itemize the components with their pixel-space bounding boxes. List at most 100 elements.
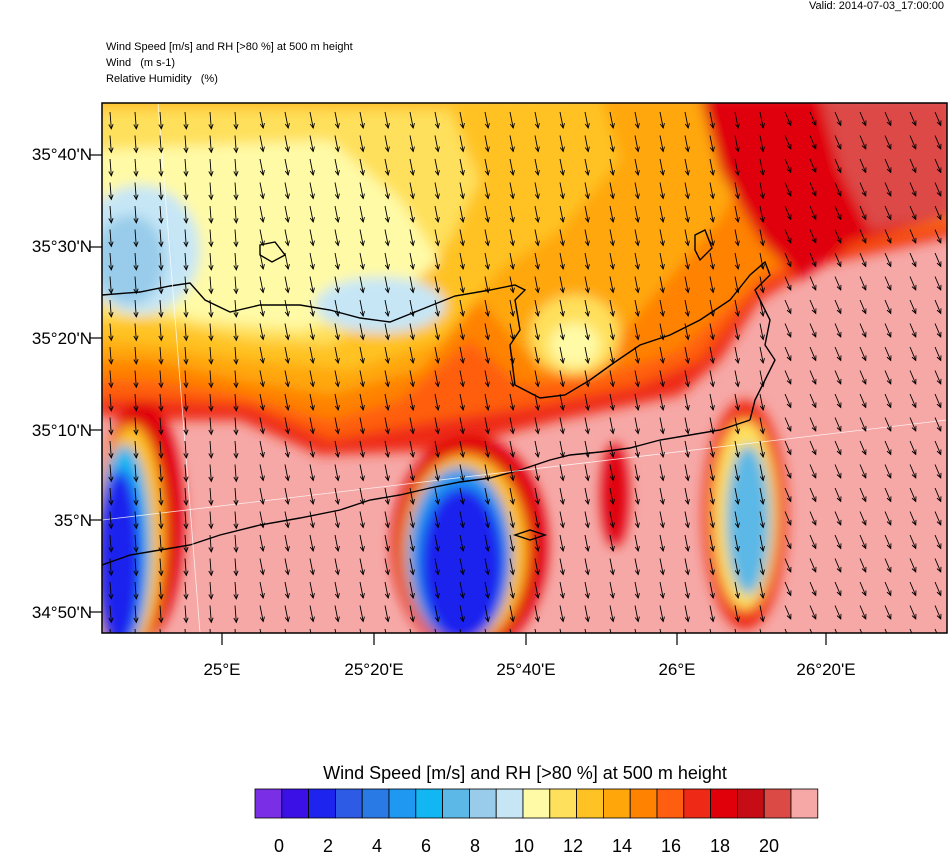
wind-arrow bbox=[133, 558, 139, 577]
wind-arrow-shaft bbox=[209, 534, 212, 552]
wind-arrow-shaft bbox=[659, 393, 664, 411]
wind-arrow-shaft bbox=[684, 393, 689, 411]
wind-arrow-head bbox=[484, 264, 490, 270]
wind-arrow bbox=[359, 346, 365, 364]
wind-arrow-shaft bbox=[609, 417, 614, 434]
wind-arrow-shaft bbox=[684, 534, 689, 552]
wind-arrow-head bbox=[409, 546, 415, 552]
wind-arrow bbox=[559, 323, 565, 341]
wind-arrow bbox=[159, 628, 163, 646]
wind-arrow-head bbox=[609, 193, 615, 200]
wind-arrow bbox=[108, 393, 114, 412]
wind-arrow-head bbox=[836, 449, 842, 456]
wind-arrow-shaft bbox=[734, 558, 739, 575]
wind-arrow bbox=[459, 464, 465, 482]
wind-arrow-head bbox=[836, 472, 842, 479]
wind-arrow bbox=[709, 534, 715, 552]
wind-arrow bbox=[334, 111, 340, 129]
wind-arrow-head bbox=[862, 637, 866, 642]
wind-arrow-shaft bbox=[459, 323, 464, 340]
wind-arrow-shaft bbox=[709, 464, 714, 481]
wind-arrow-head bbox=[659, 193, 665, 200]
wind-arrow bbox=[108, 205, 114, 224]
wind-arrow bbox=[108, 346, 114, 365]
wind-arrow bbox=[534, 229, 540, 247]
wind-arrow-shaft bbox=[559, 440, 564, 458]
wind-arrow bbox=[409, 511, 415, 529]
wind-arrow-shaft bbox=[284, 370, 289, 387]
wind-arrow bbox=[509, 464, 515, 482]
wind-arrow-head bbox=[484, 217, 490, 223]
wind-arrow-head bbox=[233, 500, 239, 506]
wind-arrow bbox=[133, 323, 139, 342]
wind-arrow bbox=[609, 464, 615, 482]
wind-arrow bbox=[309, 276, 315, 294]
wind-arrow-head bbox=[434, 405, 440, 411]
wind-arrow bbox=[384, 393, 390, 411]
wind-arrow-head bbox=[309, 287, 315, 294]
wind-arrow bbox=[759, 370, 765, 388]
wind-arrow-head bbox=[734, 405, 740, 411]
wind-arrow bbox=[108, 534, 114, 553]
wind-arrow bbox=[859, 158, 867, 174]
wind-arrow-shaft bbox=[559, 229, 564, 246]
wind-arrow bbox=[334, 135, 340, 153]
wind-arrow-shaft bbox=[209, 511, 212, 529]
wind-arrow-head bbox=[309, 193, 315, 200]
wind-arrow-shaft bbox=[409, 558, 414, 575]
wind-arrow-head bbox=[936, 214, 942, 221]
wind-arrow bbox=[684, 534, 690, 552]
wind-arrow-shaft bbox=[534, 111, 539, 129]
wind-arrow bbox=[233, 558, 239, 577]
wind-arrow bbox=[409, 182, 415, 200]
wind-arrow-head bbox=[133, 218, 139, 224]
wind-arrow-head bbox=[359, 146, 365, 153]
wind-arrow bbox=[784, 417, 792, 432]
wind-arrow-shaft bbox=[584, 534, 589, 552]
wind-arrow-head bbox=[359, 499, 365, 505]
wind-arrow bbox=[158, 205, 164, 224]
wind-arrow-shaft bbox=[259, 370, 264, 387]
wind-arrow-head bbox=[760, 640, 764, 645]
lat-label: 34°50'N bbox=[31, 603, 92, 622]
wind-arrow-head bbox=[159, 641, 163, 646]
wind-arrow bbox=[384, 581, 390, 599]
wind-arrow-shaft bbox=[884, 323, 892, 338]
wind-arrow bbox=[133, 370, 139, 389]
wind-arrow-head bbox=[634, 358, 640, 364]
wind-arrow bbox=[309, 323, 315, 341]
wind-arrow bbox=[559, 205, 565, 223]
wind-arrow-shaft bbox=[609, 464, 614, 481]
wind-arrow-head bbox=[911, 519, 917, 526]
wind-arrow-head bbox=[759, 381, 765, 388]
wind-arrow-head bbox=[409, 358, 415, 364]
wind-arrow-shaft bbox=[634, 581, 639, 599]
wind-arrow-shaft bbox=[659, 252, 664, 270]
wind-arrow bbox=[584, 534, 590, 552]
wind-arrow-shaft bbox=[684, 205, 689, 223]
wind-arrow-shaft bbox=[509, 252, 514, 270]
wind-arrow-head bbox=[183, 453, 189, 459]
wind-arrow bbox=[559, 511, 565, 529]
wind-arrow bbox=[459, 299, 465, 317]
wind-arrow-shaft bbox=[684, 252, 689, 270]
wind-arrow bbox=[334, 534, 340, 552]
wind-arrow-head bbox=[786, 237, 792, 244]
wind-arrow bbox=[684, 111, 690, 129]
wind-arrow-shaft bbox=[509, 440, 514, 458]
wind-arrow-shaft bbox=[559, 370, 564, 387]
wind-arrow-shaft bbox=[834, 628, 838, 633]
wind-arrow bbox=[684, 464, 690, 482]
wind-arrow-shaft bbox=[134, 605, 137, 623]
wind-arrow-shaft bbox=[859, 299, 867, 314]
wind-arrow bbox=[609, 111, 615, 129]
wind-arrow-shaft bbox=[634, 558, 639, 575]
wind-arrow bbox=[734, 323, 740, 341]
wind-arrow-shaft bbox=[359, 487, 364, 505]
wind-arrow-shaft bbox=[334, 276, 339, 293]
wind-arrow-head bbox=[584, 452, 590, 458]
wind-arrow-head bbox=[684, 170, 690, 176]
wind-arrow-shaft bbox=[934, 417, 942, 432]
wind-arrow-shaft bbox=[434, 158, 439, 176]
wind-arrow bbox=[859, 111, 867, 127]
